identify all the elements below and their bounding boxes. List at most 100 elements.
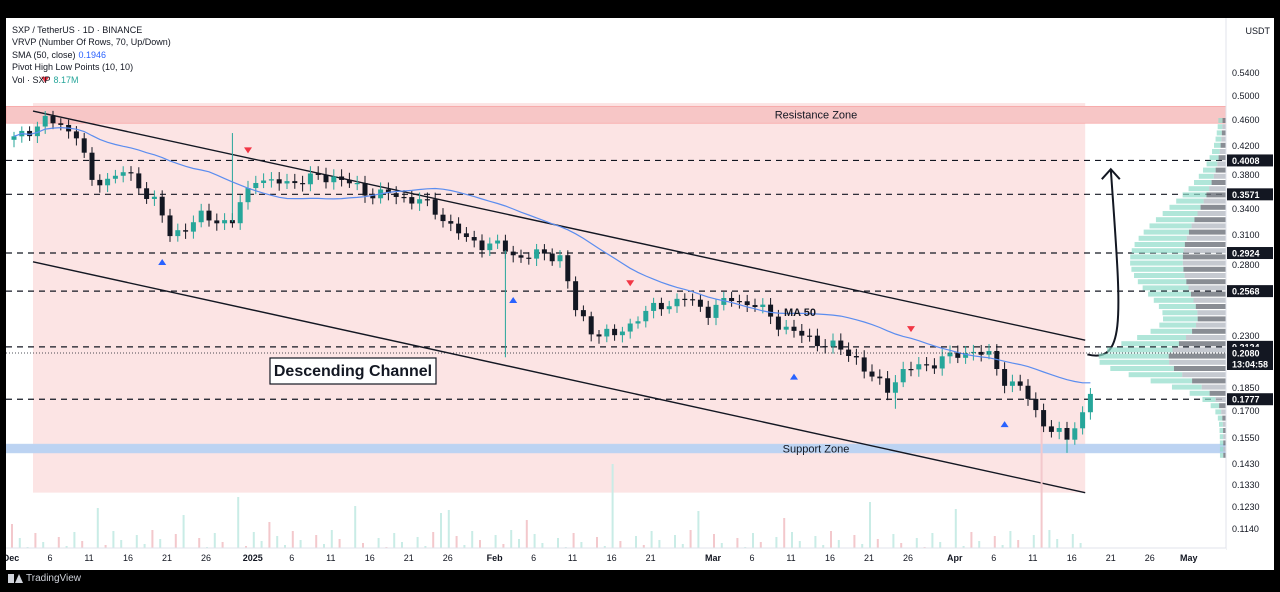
- candle-body: [643, 310, 649, 322]
- candle-body: [612, 328, 618, 336]
- candle-body: [502, 240, 508, 252]
- pivot-low-marker: [790, 373, 798, 380]
- volume-bar: [611, 464, 614, 566]
- time-tick-label: 26: [201, 553, 211, 563]
- candle-body: [261, 180, 267, 183]
- volume-profile-bar: [1173, 366, 1226, 371]
- volume-profile-bar: [1188, 186, 1210, 192]
- price-label-box: [1227, 358, 1273, 371]
- currency-label[interactable]: USDT: [1245, 26, 1271, 36]
- candle-body: [479, 240, 485, 251]
- legend-vrvp[interactable]: VRVP (Number Of Rows, 70, Up/Down): [12, 37, 171, 48]
- candle-body: [268, 179, 274, 181]
- volume-profile-bar: [1219, 434, 1224, 440]
- time-tick-label: May: [1180, 553, 1198, 563]
- price-tick-label: 0.1430: [1232, 459, 1260, 469]
- time-tick-label: Apr: [947, 553, 963, 563]
- volume-profile-bar: [1162, 310, 1198, 316]
- volume-bar: [268, 522, 271, 566]
- volume-profile-bar: [1209, 155, 1219, 161]
- volume-profile-bar: [1110, 366, 1174, 371]
- volume-profile-bar: [1134, 273, 1185, 278]
- volume-profile-bar: [1137, 279, 1187, 285]
- volume-profile-bar: [1223, 440, 1226, 446]
- candle-body: [955, 352, 961, 358]
- candle-body: [1087, 393, 1093, 413]
- volume-profile-bar: [1182, 372, 1226, 378]
- volume-profile-bar: [1191, 223, 1226, 229]
- pivot-high-marker: [244, 147, 252, 154]
- volume-profile-bar: [1143, 229, 1189, 235]
- time-tick-label: 21: [646, 553, 656, 563]
- price-label-text: 13:04:58: [1232, 360, 1268, 370]
- candle-body: [666, 306, 672, 310]
- volume-profile-bar: [1188, 285, 1226, 291]
- candle-body: [128, 172, 134, 174]
- volume-profile-bar: [1168, 353, 1226, 359]
- candle-body: [541, 249, 547, 254]
- time-tick-label: 6: [47, 553, 52, 563]
- volume-profile-bar: [1182, 260, 1226, 266]
- legend-pivot[interactable]: Pivot High Low Points (10, 10): [12, 62, 134, 73]
- price-label-text: 0.2924: [1232, 249, 1260, 259]
- candle-body: [635, 321, 641, 324]
- candle-body: [822, 346, 828, 348]
- candle-body: [627, 323, 633, 332]
- candle-body: [120, 172, 126, 176]
- candle-body: [1017, 381, 1023, 386]
- tradingview-brand[interactable]: TradingView: [8, 573, 81, 584]
- volume-profile-bar: [1210, 403, 1220, 409]
- candle-body: [596, 334, 602, 337]
- time-tick-label: 11: [1028, 553, 1037, 563]
- candle-body: [50, 115, 56, 124]
- time-tick-label: 2025: [243, 553, 263, 563]
- time-tick-label: Feb: [487, 553, 504, 563]
- candle-body: [1009, 381, 1015, 386]
- volume-profile-bar: [1215, 397, 1226, 402]
- candle-body: [1002, 369, 1008, 386]
- price-tick-label: 0.3400: [1232, 204, 1260, 214]
- candle-body: [791, 326, 797, 331]
- volume-profile-bar: [1150, 328, 1193, 334]
- price-tick-label: 0.1550: [1232, 433, 1260, 443]
- candle-body: [276, 179, 282, 184]
- candle-body: [105, 178, 111, 186]
- price-chart[interactable]: Resistance Zone Support Zone MA 50 Descendi…: [6, 18, 1274, 570]
- candle-body: [385, 189, 391, 194]
- candle-body: [393, 193, 399, 197]
- volume-bar: [697, 511, 700, 566]
- volume-profile-bar: [1134, 242, 1185, 247]
- volume-profile-bar: [1197, 310, 1226, 316]
- legend-sma[interactable]: SMA (50, close) 0.1946: [12, 49, 171, 61]
- volume-profile-bar: [1219, 440, 1224, 446]
- pivot-high-marker: [626, 280, 635, 287]
- volume-profile-bar: [1209, 390, 1226, 396]
- candle-body: [705, 306, 711, 318]
- volume-profile-bar: [1218, 118, 1223, 123]
- volume-profile-bar: [1138, 235, 1187, 241]
- chart-legend: SXP / TetherUS · 1D · BINANCE VRVP (Numb…: [12, 24, 171, 86]
- candle-body: [908, 369, 914, 371]
- candle-body: [58, 123, 64, 125]
- candle-body: [237, 202, 243, 224]
- candle-body: [877, 376, 883, 379]
- volume-bar: [354, 506, 357, 566]
- volume-profile-bar: [1186, 235, 1226, 241]
- volume-bar: [440, 513, 442, 566]
- volume-profile-bar: [1131, 248, 1184, 254]
- pivot-high-marker: [907, 326, 915, 333]
- legend-vol[interactable]: Vol · SXP 8.17M: [12, 74, 171, 86]
- candle-body: [1080, 412, 1086, 429]
- volume-profile-bar: [1171, 384, 1202, 390]
- candle-body: [183, 230, 189, 232]
- volume-profile-bar: [1176, 198, 1204, 204]
- legend-symbol[interactable]: SXP / TetherUS · 1D · BINANCE: [12, 25, 143, 35]
- candle-body: [471, 237, 477, 241]
- volume-profile-bar: [1223, 428, 1226, 433]
- candle-body: [175, 230, 181, 237]
- volume-profile-bar: [1223, 434, 1226, 440]
- candle-body: [947, 352, 953, 357]
- candle-body: [861, 357, 867, 372]
- chart-panel[interactable]: Resistance Zone Support Zone MA 50 Descendi…: [6, 18, 1274, 570]
